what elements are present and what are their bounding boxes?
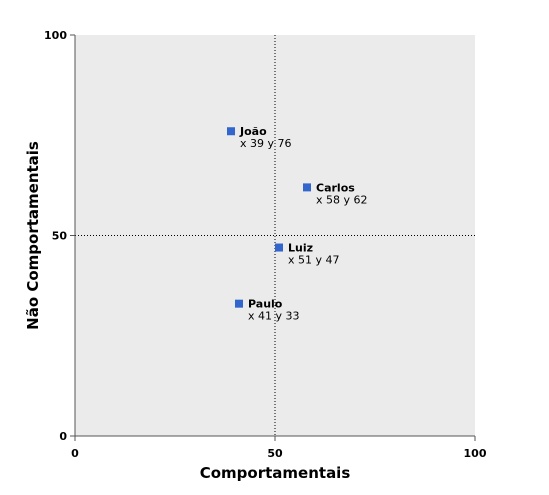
point-marker: [275, 243, 283, 252]
y-tick-label: 50: [52, 230, 68, 243]
point-name-label: Paulo: [248, 298, 283, 311]
point-name-label: João: [239, 125, 267, 138]
x-tick-label: 100: [464, 447, 487, 460]
point-marker: [303, 183, 311, 192]
x-axis-title: Comportamentais: [200, 464, 351, 482]
tick-labels: 0 50 100 0 50 100: [44, 29, 487, 460]
y-tick-label: 100: [44, 29, 67, 42]
point-coordinate-label: x 51 y 47: [288, 254, 340, 267]
point-name-label: Carlos: [316, 181, 355, 194]
point-marker: [227, 127, 235, 136]
point-coordinate-label: x 41 y 33: [248, 310, 300, 323]
y-tick-label: 0: [59, 430, 67, 443]
y-axis-title: Não Comportamentais: [24, 141, 42, 330]
x-tick-label: 0: [71, 447, 79, 460]
point-coordinate-label: x 39 y 76: [240, 137, 292, 150]
point-name-label: Luiz: [288, 242, 313, 255]
x-tick-label: 50: [267, 447, 283, 460]
reference-lines: [75, 35, 475, 436]
point-coordinate-label: x 58 y 62: [316, 193, 368, 206]
point-marker: [235, 299, 243, 308]
